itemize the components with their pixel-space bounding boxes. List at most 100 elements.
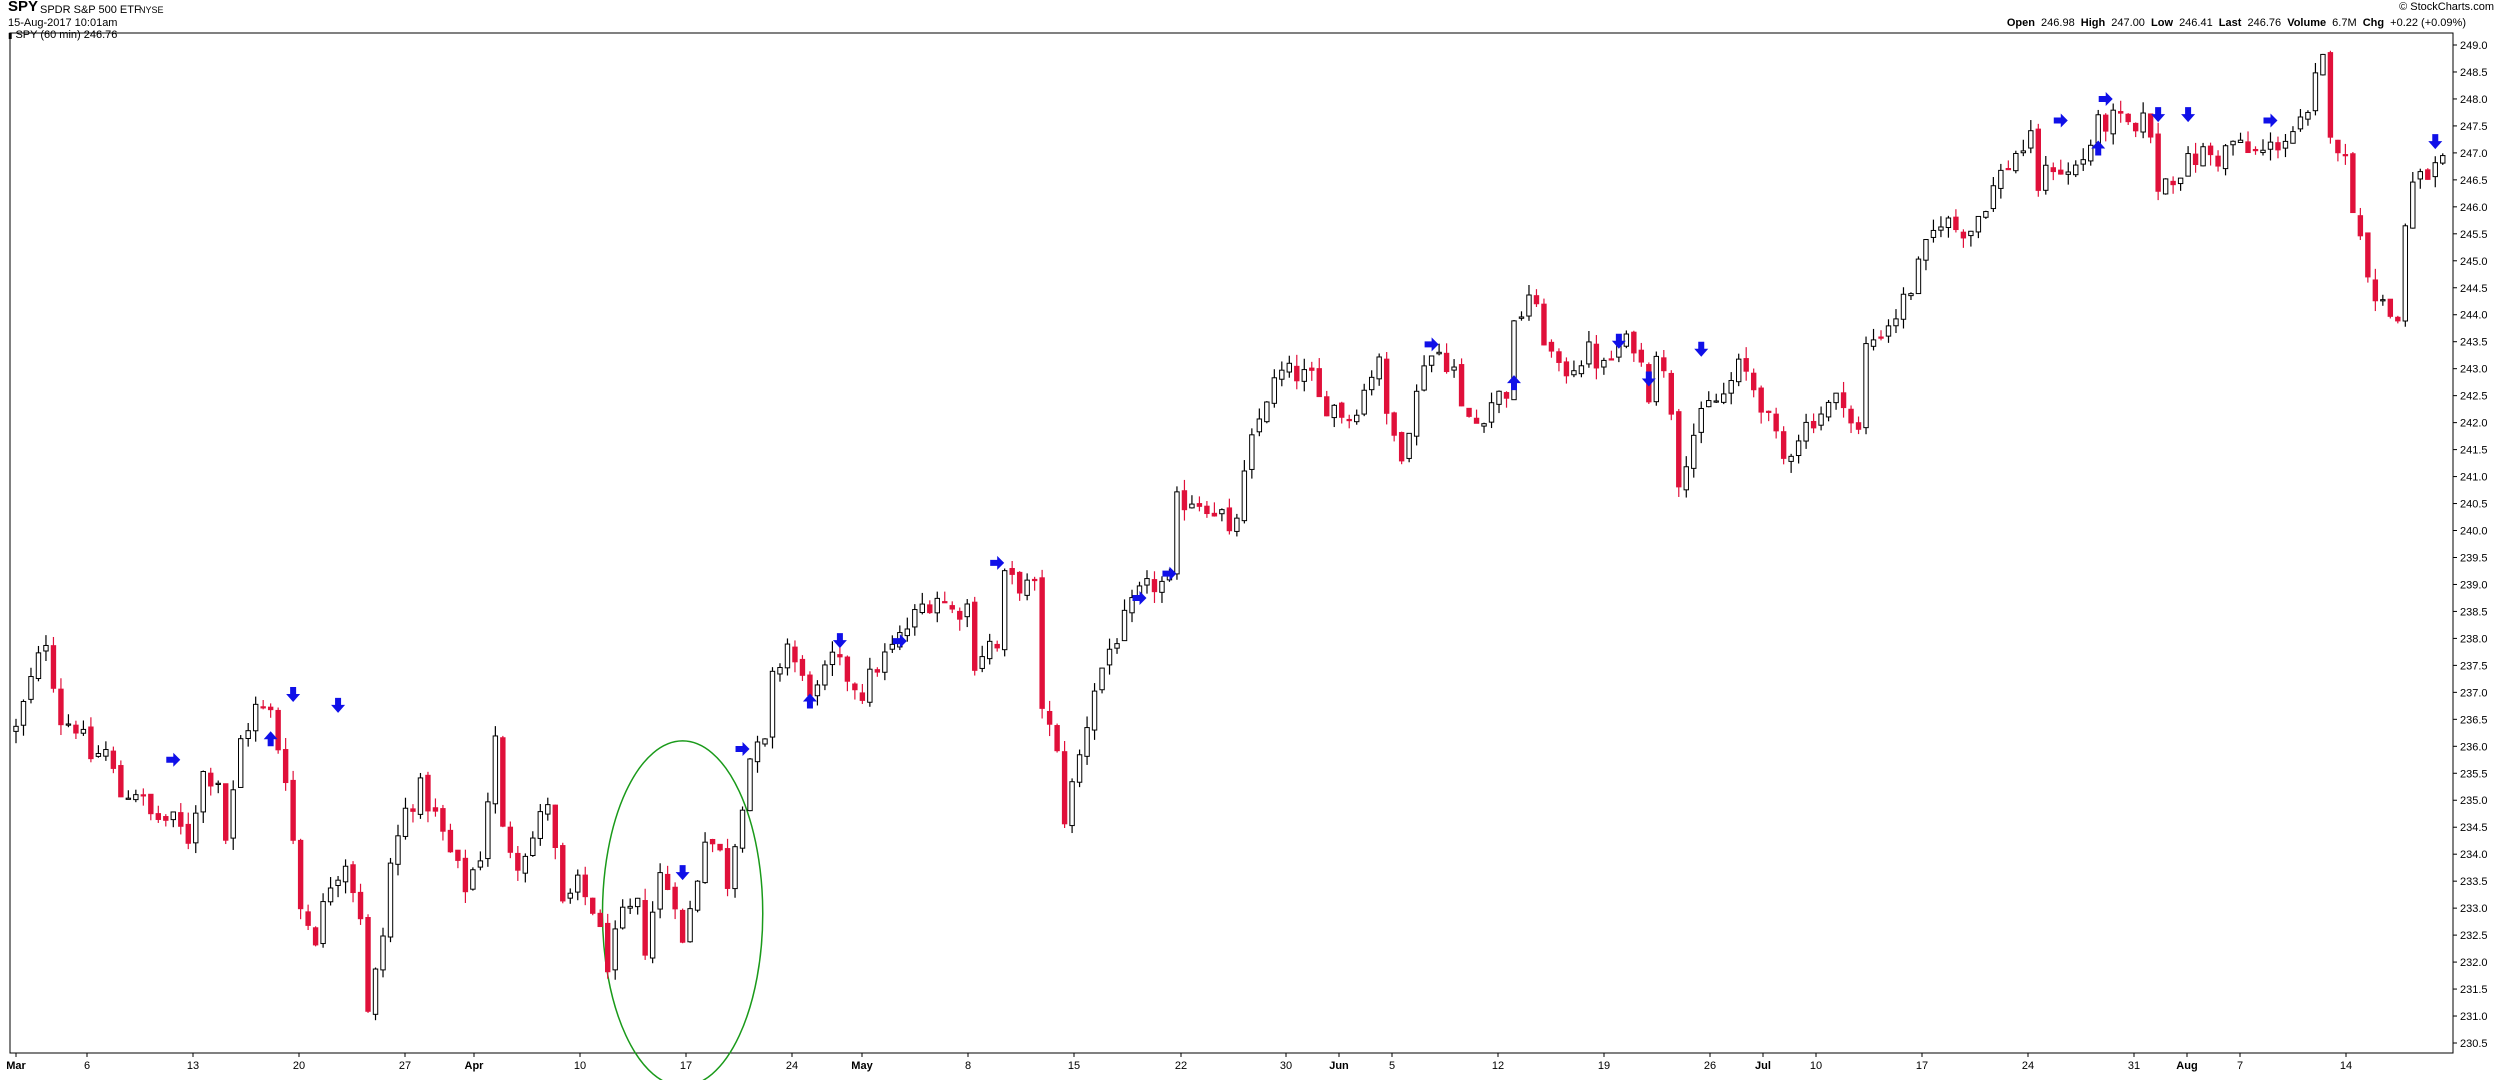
candle-body [1863,343,1869,429]
candle-body [2440,155,2446,164]
candle-body [2417,171,2423,180]
candle-body [732,846,738,890]
candle-body [1039,577,1045,709]
candle [949,601,955,614]
right-arrow-icon [892,634,907,649]
y-tick-label: 233.0 [2460,903,2488,915]
candle [35,645,42,682]
candle-body [1586,341,1592,365]
candle [1758,385,1764,424]
candle [1878,330,1884,341]
candle [1144,570,1150,594]
candle [1076,749,1083,788]
candle [1331,403,1337,428]
candle-body [987,640,993,660]
candle-body [350,864,356,894]
candle [1271,369,1278,408]
candle [2260,139,2266,156]
candle-body [2252,148,2259,152]
candle [238,735,244,788]
candle [1691,423,1697,478]
candle [335,875,341,898]
candle [485,792,491,867]
candle [1466,407,1472,418]
candle-body [1106,648,1113,666]
candle [1728,372,1734,405]
candle [140,788,147,806]
candle [979,645,985,673]
candle [2058,159,2064,175]
candle [2110,103,2116,145]
candle-body [2432,162,2438,178]
candle-body [919,603,925,614]
candle [2192,142,2199,173]
candle-body [889,643,896,650]
candle-body [2215,155,2221,167]
candle-body [942,601,948,604]
candle [522,853,529,883]
candle-body [1968,230,1974,237]
candle-body [2260,149,2266,154]
candle-body [238,738,244,788]
candle-body [80,728,87,734]
candle [590,897,596,916]
y-tick-label: 244.5 [2460,283,2488,295]
candle [597,909,603,928]
candle-body [372,968,379,1015]
candle [2350,152,2356,214]
candle [919,592,925,615]
candle-body [357,891,364,920]
candle [2200,142,2206,167]
candle [2417,168,2423,189]
candle [1129,589,1135,623]
candle [1548,339,1555,358]
candle [1241,460,1248,524]
candle-body [2365,232,2371,278]
x-tick-label: 17 [1916,1060,1928,1072]
candle-body [1458,364,1465,407]
candle [2267,132,2274,161]
candle-body [1451,366,1457,371]
candle [215,780,221,794]
y-tick-label: 240.0 [2460,526,2488,538]
right-arrow-icon [735,741,750,756]
candle [1706,391,1712,408]
candle-body [642,900,648,956]
candle-body [2110,109,2116,135]
candle [2185,146,2191,177]
candle-body [148,793,154,815]
candle [1503,391,1510,408]
candle-body [1309,367,1315,371]
candle-body [1294,365,1300,382]
candle [2252,146,2259,155]
candle-body [1114,643,1120,649]
candle-body [1189,503,1195,509]
candle-body [1144,578,1150,586]
candle-body [1833,392,1839,404]
candle [245,723,251,747]
candle-body [2335,139,2341,154]
candle [1743,347,1749,381]
candle [1795,434,1802,464]
candle-body [1383,358,1390,414]
stockcharts-branding[interactable]: © StockCharts.com [2399,1,2494,13]
chg-label: Chg [2362,17,2385,29]
candle [1990,177,1997,212]
candle [2020,139,2027,157]
candle-body [2245,141,2251,154]
candle-body [1803,421,1809,442]
candle-body [747,758,753,812]
candle-body [597,912,603,928]
candle-body [163,816,169,821]
candle-body [2140,112,2146,133]
candle-body [320,901,326,945]
candle-body [739,809,746,849]
y-tick-label: 248.5 [2460,67,2488,79]
y-tick-label: 242.0 [2460,418,2488,430]
down-arrow-icon [2181,107,2196,123]
candle-body [1938,226,1944,231]
candle-body [267,706,274,711]
candle [732,843,738,898]
candle [2140,102,2146,139]
